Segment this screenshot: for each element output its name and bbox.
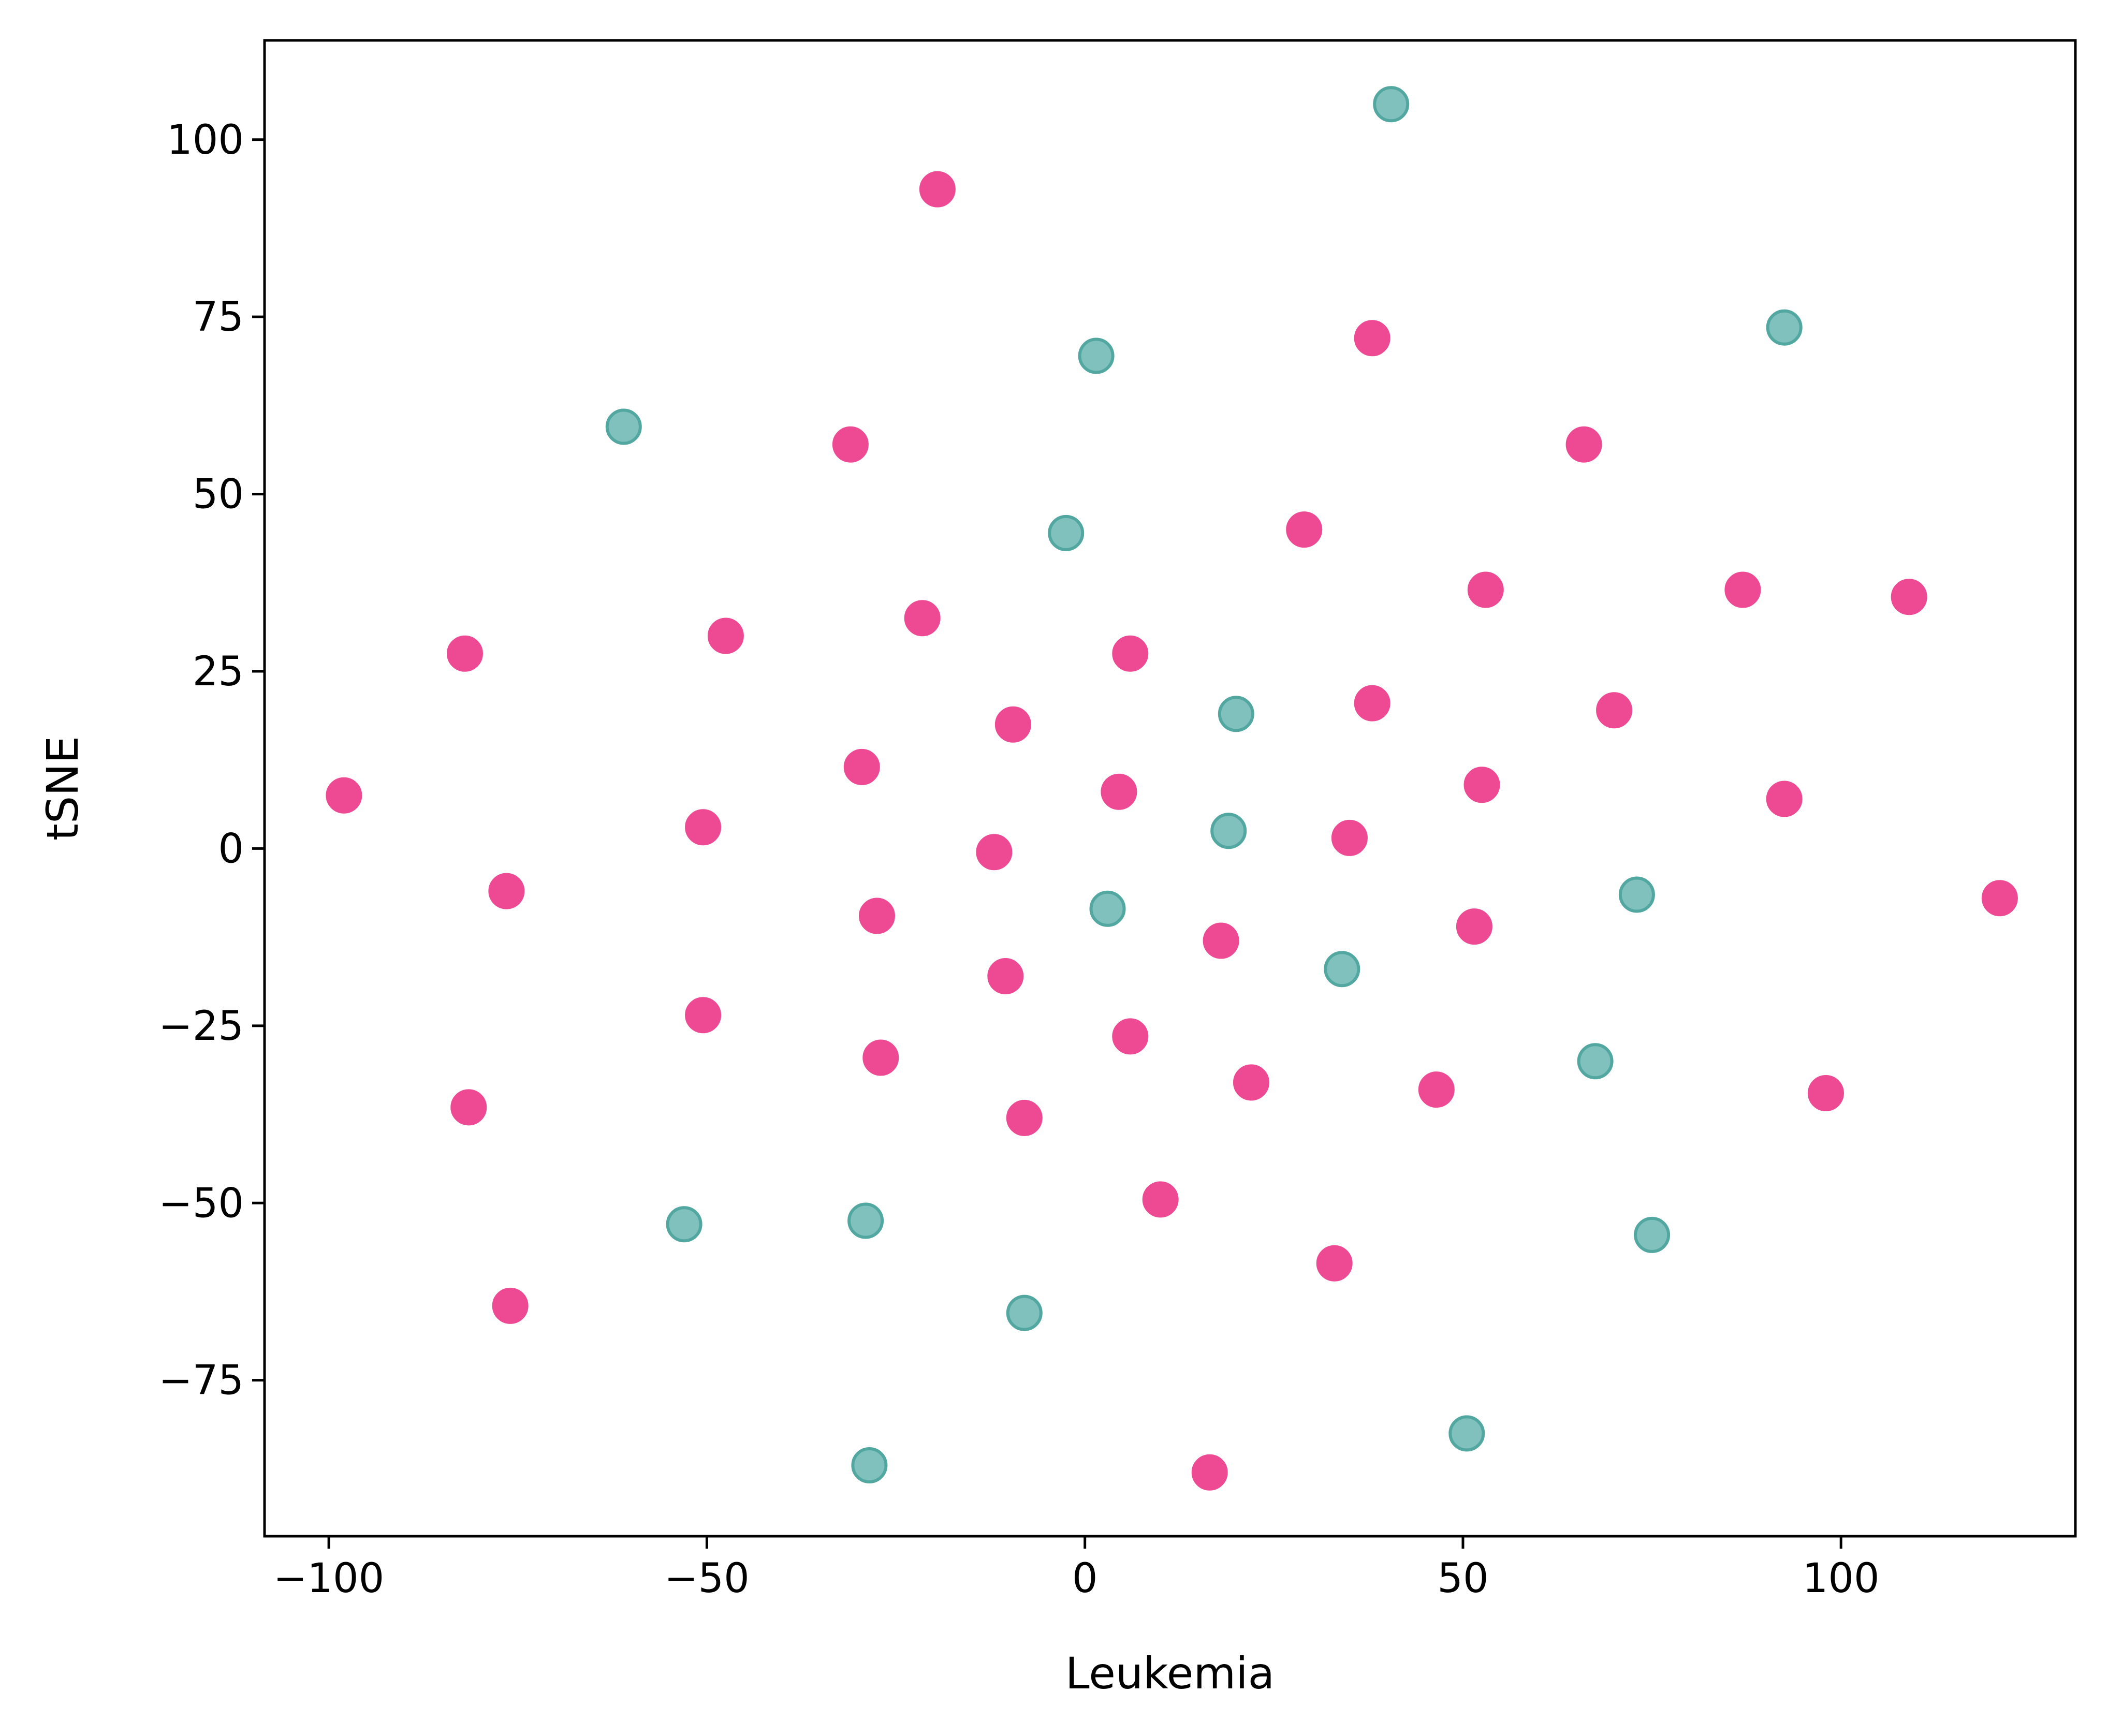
series-2-point-6: [1218, 696, 1254, 732]
y-tick-label: 100: [167, 117, 244, 164]
series-1-point-6: [1467, 571, 1504, 608]
series-1-point-4: [1565, 426, 1602, 463]
series-2-point-13: [666, 1206, 702, 1243]
series-1-point-28: [1203, 922, 1239, 959]
x-axis: −100 −50 0 50 100: [273, 1536, 1880, 1602]
series-2-point-1: [1373, 86, 1410, 123]
series-1-point-29: [987, 958, 1024, 994]
series-1-point-14: [1596, 692, 1633, 729]
series-2-point-10: [1324, 951, 1360, 988]
series-1-point-10: [447, 635, 483, 672]
series-1-point-36: [450, 1089, 487, 1126]
series-1-point-22: [1331, 819, 1368, 856]
series-1-point-2: [1354, 320, 1390, 357]
series-2-point-14: [1634, 1216, 1671, 1253]
series-1-point-11: [707, 617, 744, 654]
y-tick-label: 75: [193, 294, 244, 341]
series-2-point-15: [1006, 1294, 1043, 1331]
series-1-point-41: [1191, 1454, 1228, 1491]
series-1-point-38: [1142, 1181, 1179, 1218]
series-1-point-35: [1808, 1075, 1844, 1111]
series-1-point-7: [1724, 571, 1761, 608]
series-2-point-16: [1448, 1415, 1485, 1452]
series-1-point-37: [1006, 1099, 1043, 1136]
series-2-point-9: [1089, 890, 1126, 927]
series-2-point-8: [1618, 876, 1655, 913]
series-1-point-40: [492, 1287, 529, 1324]
y-tick-label: −25: [158, 1003, 244, 1050]
series-1-point-17: [326, 777, 362, 814]
series-1-point-31: [1112, 1018, 1149, 1055]
x-tick-label: −100: [273, 1555, 384, 1602]
series-1-point-5: [1286, 511, 1323, 548]
series-1-point-15: [994, 706, 1031, 743]
series-1-point-26: [859, 898, 895, 934]
series-1-point-33: [1233, 1064, 1269, 1101]
plot-frame: [263, 39, 2077, 1538]
y-tick-label: 50: [193, 472, 244, 518]
y-axis-label: tSNE: [37, 736, 88, 841]
series-1-point-1: [919, 171, 956, 208]
series-2-point-17: [851, 1447, 888, 1483]
x-tick-label: 0: [1072, 1555, 1098, 1602]
series-1-point-39: [1316, 1245, 1353, 1282]
y-tick-label: −50: [158, 1180, 244, 1227]
series-2-point-11: [1577, 1043, 1614, 1080]
series-1-point-20: [685, 809, 722, 846]
series-1-point-18: [1463, 767, 1500, 803]
series-1-point-23: [976, 834, 1013, 871]
x-tick-label: 100: [1803, 1555, 1880, 1602]
series-1-point-12: [1112, 635, 1149, 672]
series-2-point-5: [1048, 514, 1085, 551]
series-2-point-7: [1210, 813, 1247, 849]
y-tick-label: 0: [218, 826, 244, 872]
series-1-point-21: [1101, 773, 1137, 810]
y-axis: −75 −50 −25 0 25 50 75 100: [158, 117, 265, 1404]
series-1-point-25: [1981, 880, 2018, 917]
series-1-point-13: [1354, 685, 1390, 722]
series-1-point-3: [832, 426, 869, 463]
y-tick-label: −75: [158, 1358, 244, 1404]
series-1-point-24: [488, 873, 525, 909]
series-1-point-27: [1456, 908, 1492, 945]
x-tick-label: 50: [1437, 1555, 1488, 1602]
x-tick-label: −50: [664, 1555, 750, 1602]
series-2-point-4: [605, 408, 642, 445]
data-points: [326, 86, 2018, 1491]
series-1-point-9: [904, 600, 941, 637]
series-2-point-12: [847, 1202, 884, 1239]
y-tick-label: 25: [193, 649, 244, 695]
series-1-point-16: [843, 748, 880, 785]
x-axis-label: Leukemia: [1065, 1648, 1275, 1699]
series-1-point-30: [685, 997, 722, 1034]
series-2-point-2: [1766, 309, 1803, 346]
series-1-point-34: [1418, 1071, 1455, 1108]
series-2-point-3: [1078, 337, 1115, 374]
series-1-point-32: [862, 1039, 899, 1076]
series-1-point-19: [1766, 781, 1803, 817]
series-1-point-8: [1891, 579, 1927, 615]
